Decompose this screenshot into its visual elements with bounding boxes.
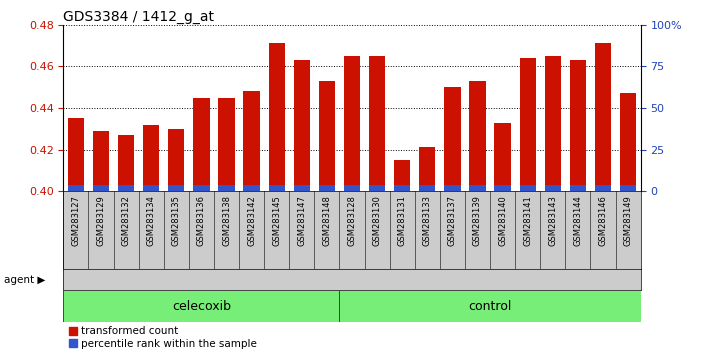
Bar <box>118 135 134 191</box>
Bar <box>344 56 360 191</box>
Text: GSM283145: GSM283145 <box>272 195 281 246</box>
Bar <box>68 118 84 191</box>
Bar <box>520 185 536 191</box>
Text: GSM283142: GSM283142 <box>247 195 256 246</box>
Bar <box>268 185 285 191</box>
Text: control: control <box>468 300 512 313</box>
Bar <box>143 185 159 191</box>
Text: GSM283137: GSM283137 <box>448 195 457 246</box>
Bar <box>319 185 335 191</box>
Bar <box>168 185 184 191</box>
Text: GSM283134: GSM283134 <box>146 195 156 246</box>
Bar <box>68 185 84 191</box>
Text: GSM283149: GSM283149 <box>624 195 633 246</box>
Bar <box>93 185 109 191</box>
Bar <box>494 185 510 191</box>
Bar <box>369 56 385 191</box>
Text: GSM283144: GSM283144 <box>573 195 582 246</box>
Text: GSM283132: GSM283132 <box>122 195 131 246</box>
Text: GSM283129: GSM283129 <box>96 195 106 246</box>
Bar <box>268 44 285 191</box>
Bar <box>218 98 234 191</box>
Text: GSM283140: GSM283140 <box>498 195 507 246</box>
Bar <box>244 91 260 191</box>
Bar <box>470 185 486 191</box>
Text: GSM283133: GSM283133 <box>423 195 432 246</box>
Bar <box>570 185 586 191</box>
Bar <box>193 98 210 191</box>
Bar <box>294 185 310 191</box>
Legend: transformed count, percentile rank within the sample: transformed count, percentile rank withi… <box>68 326 257 349</box>
Text: GSM283138: GSM283138 <box>222 195 231 246</box>
Text: GSM283146: GSM283146 <box>598 195 608 246</box>
Bar <box>444 185 460 191</box>
Bar <box>369 185 385 191</box>
Bar <box>570 60 586 191</box>
Bar <box>63 290 339 322</box>
Bar <box>545 185 561 191</box>
Bar <box>394 160 410 191</box>
Bar <box>294 60 310 191</box>
Text: GSM283148: GSM283148 <box>322 195 332 246</box>
Bar <box>193 185 210 191</box>
Bar <box>494 122 510 191</box>
Bar <box>470 81 486 191</box>
Bar <box>419 148 436 191</box>
Bar <box>394 185 410 191</box>
Bar <box>244 185 260 191</box>
Text: GSM283127: GSM283127 <box>71 195 80 246</box>
Bar <box>444 87 460 191</box>
Text: GSM283131: GSM283131 <box>398 195 407 246</box>
Bar <box>319 81 335 191</box>
Bar <box>595 185 611 191</box>
Bar <box>620 93 636 191</box>
Text: agent ▶: agent ▶ <box>4 275 45 285</box>
Bar <box>595 44 611 191</box>
Bar <box>93 131 109 191</box>
Text: GSM283143: GSM283143 <box>548 195 558 246</box>
Bar <box>143 125 159 191</box>
Text: GSM283128: GSM283128 <box>348 195 356 246</box>
Text: celecoxib: celecoxib <box>172 300 231 313</box>
Bar <box>520 58 536 191</box>
Text: GSM283135: GSM283135 <box>172 195 181 246</box>
Bar <box>218 185 234 191</box>
Text: GSM283141: GSM283141 <box>523 195 532 246</box>
Bar <box>339 290 641 322</box>
Bar <box>118 185 134 191</box>
Text: GDS3384 / 1412_g_at: GDS3384 / 1412_g_at <box>63 10 214 24</box>
Bar <box>419 185 436 191</box>
Bar <box>344 185 360 191</box>
Text: GSM283139: GSM283139 <box>473 195 482 246</box>
Bar <box>545 56 561 191</box>
Bar <box>168 129 184 191</box>
Text: GSM283147: GSM283147 <box>297 195 306 246</box>
Text: GSM283130: GSM283130 <box>372 195 382 246</box>
Text: GSM283136: GSM283136 <box>197 195 206 246</box>
Bar <box>620 185 636 191</box>
